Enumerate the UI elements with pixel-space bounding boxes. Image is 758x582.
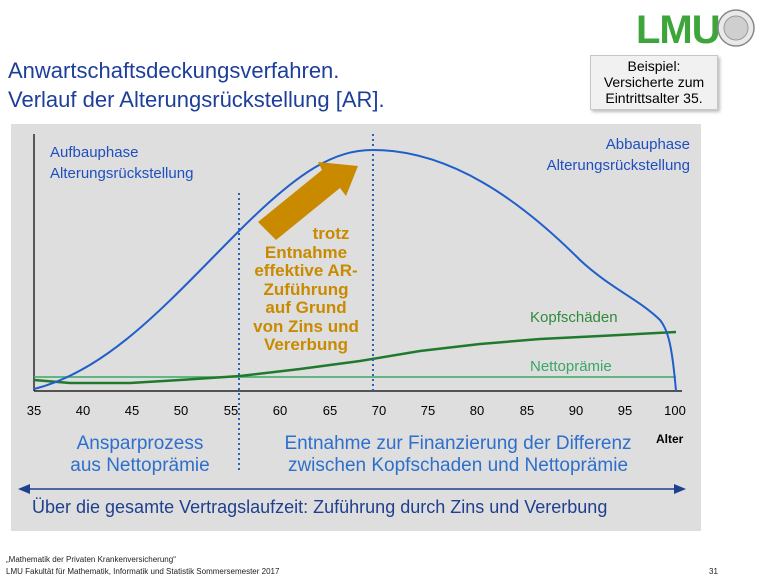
abbauphase-label-1: Abbauphase [605, 136, 690, 153]
example-line-2: Versicherte zum [603, 74, 705, 90]
orange-line-2: Entnahme [264, 242, 348, 262]
orange-line-6: von Zins und [253, 316, 359, 336]
tick-label: 50 [173, 403, 189, 418]
example-box: Beispiel: Versicherte zum Eintrittsalter… [590, 55, 718, 110]
logo-text: LMU [636, 8, 721, 52]
kopfschaden-curve [33, 330, 677, 385]
x-axis-label: Alter [656, 432, 684, 446]
page-number: 31 [709, 567, 718, 576]
aufbauphase-label-2: Alterungsrückstellung [50, 165, 194, 182]
seal-icon [717, 9, 755, 47]
orange-annotation: trotz Entnahme effektive AR- Zuführung a… [236, 224, 376, 355]
phase-right-line-2: zwischen Kopfschaden und Nettoprämie [287, 455, 629, 476]
tick-label: 75 [420, 403, 436, 418]
footer-line-1: „Mathematik der Privaten Krankenversiche… [6, 555, 176, 564]
aufbauphase-label-1: Aufbauphase [50, 144, 139, 161]
tick-label: 65 [322, 403, 338, 418]
example-line-1: Beispiel: [627, 58, 681, 74]
ar-curve [33, 148, 677, 392]
tick-label: 80 [469, 403, 485, 418]
aufbauphase-label: Aufbauphase Alterungsrückstellung [50, 142, 193, 184]
ansparprozess-text: Ansparprozess aus Nettoprämie [50, 433, 230, 477]
kopfschaeden-label: Kopfschäden [530, 309, 618, 326]
footer-line-2: LMU Fakultät für Mathematik, Informatik … [6, 567, 280, 576]
tick-label: 70 [371, 403, 387, 418]
tick-label: 35 [26, 403, 42, 418]
tick-label: 60 [272, 403, 288, 418]
lifetime-arrow-right-head [674, 484, 686, 494]
orange-line-5: auf Grund [265, 298, 347, 317]
lifetime-arrow-left-head [18, 484, 30, 494]
tick-label: 40 [75, 403, 91, 418]
phase-right-line-1: Entnahme zur Finanzierung der Differenz [284, 433, 632, 454]
orange-line-4: Zuführung [263, 279, 349, 299]
entnahme-text: Entnahme zur Finanzierung der Differenz … [278, 433, 638, 477]
orange-line-1: trotz [312, 224, 350, 243]
tick-label: 95 [617, 403, 633, 418]
slide-title: Anwartschaftsdeckungsverfahren. Verlauf … [8, 56, 385, 114]
title-line-1: Anwartschaftsdeckungsverfahren. [8, 58, 340, 83]
tick-label: 45 [124, 403, 140, 418]
abbauphase-label-2: Alterungsrückstellung [546, 157, 690, 174]
tick-label: 100 [664, 403, 686, 418]
phase-left-line-2: aus Nettoprämie [70, 455, 210, 476]
orange-line-7: Vererbung [263, 335, 349, 354]
nettopraemie-label: Nettoprämie [530, 358, 612, 375]
chart-panel [11, 124, 701, 531]
tick-label: 85 [519, 403, 535, 418]
example-line-3: Eintrittsalter 35. [605, 90, 703, 106]
abbauphase-label: Abbauphase Alterungsrückstellung [520, 134, 690, 176]
lifetime-text: Über die gesamte Vertragslaufzeit: Zufüh… [32, 497, 608, 517]
lmu-logo: LMU [636, 4, 756, 56]
orange-arrow [258, 162, 358, 240]
tick-label: 90 [568, 403, 584, 418]
phase-left-line-1: Ansparprozess [76, 433, 204, 454]
title-line-2: Verlauf der Alterungsrückstellung [AR]. [8, 87, 385, 112]
tick-label: 55 [223, 403, 239, 418]
orange-line-3: effektive AR- [254, 261, 358, 280]
